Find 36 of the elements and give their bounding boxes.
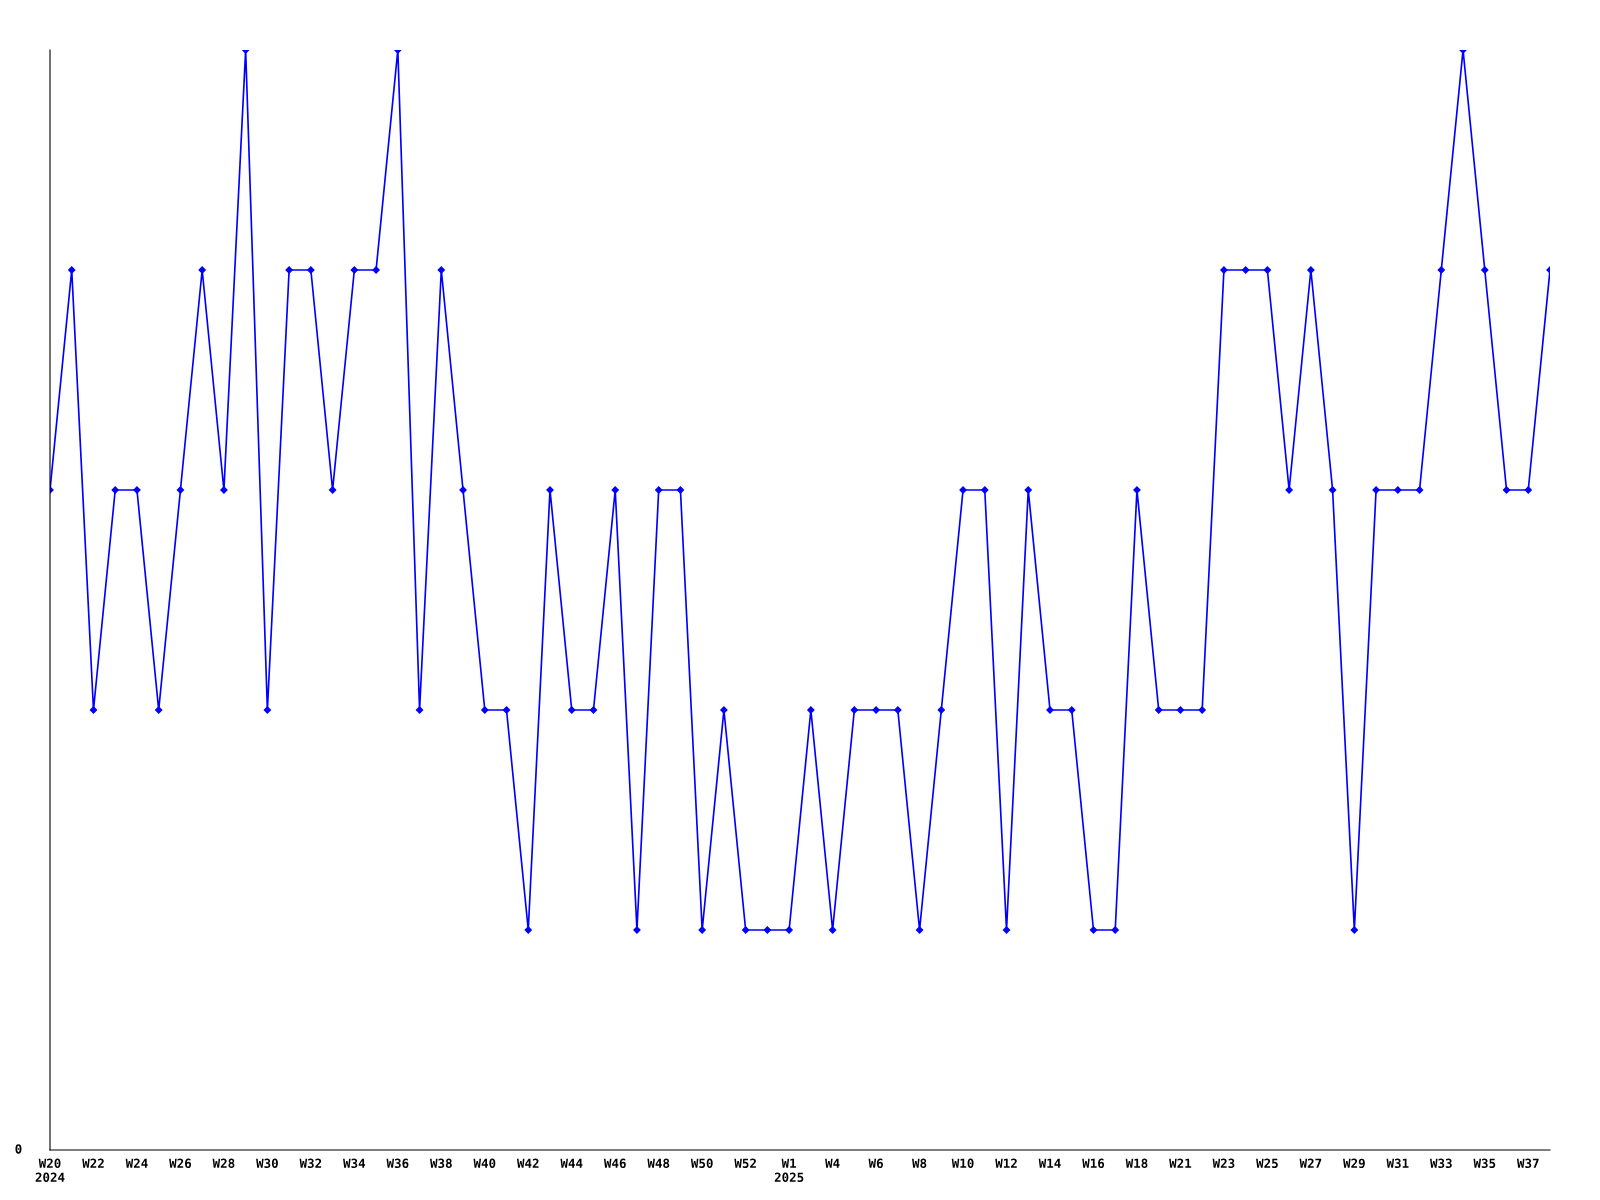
x-tick-label: W6 (868, 1158, 883, 1169)
text: 0 (15, 1144, 22, 1154)
x-tick-label: W37 (1516, 1158, 1539, 1169)
x-tick-label: W28 (212, 1158, 235, 1169)
x-tick-label: W46 (603, 1158, 626, 1169)
x-tick-label: W18 (1125, 1158, 1148, 1169)
x-tick-label: W34 (343, 1158, 366, 1169)
x-tick-label: W4 (825, 1158, 840, 1168)
x-tick-label: W52 (734, 1158, 756, 1169)
x-tick-label: W14 (1038, 1158, 1061, 1168)
x-tick-label: W36 (386, 1158, 409, 1169)
x-tick-label: W35 (1473, 1158, 1496, 1169)
x-tick-label: W42 (516, 1158, 539, 1168)
x-tick-label: W30 (256, 1158, 278, 1169)
x-tick-label: W48 (647, 1158, 670, 1169)
x-tick-label: W40 (473, 1158, 496, 1169)
x-tick-label: W31 (1386, 1158, 1409, 1169)
x-tick-label: W8 (912, 1158, 927, 1169)
x-tick-label: W10 (951, 1158, 974, 1169)
x-tick-label: W24 (125, 1158, 148, 1168)
x-tick-label: W1 2025 (774, 1158, 804, 1183)
x-tick-label: W50 (690, 1158, 713, 1169)
x-tick-label: W21 (1169, 1158, 1192, 1168)
x-tick-label: W12 (995, 1158, 1017, 1168)
x-tick-label: W16 (1082, 1158, 1105, 1169)
x-tick-label: W32 (299, 1158, 322, 1169)
x-tick-label: W44 (560, 1158, 583, 1168)
x-tick-label: W38 (430, 1158, 452, 1169)
x-tick-label: W26 (169, 1158, 192, 1169)
x-tick-label: W23 (1212, 1158, 1235, 1169)
x-tick-label: W29 (1343, 1158, 1365, 1169)
x-tick-label: W22 (82, 1158, 104, 1168)
x-tick-label: W20 2024 (35, 1158, 65, 1183)
x-tick-label: W25 (1256, 1158, 1278, 1169)
x-tick-label: W33 (1430, 1158, 1452, 1169)
x-tick-label: W27 (1299, 1158, 1322, 1168)
